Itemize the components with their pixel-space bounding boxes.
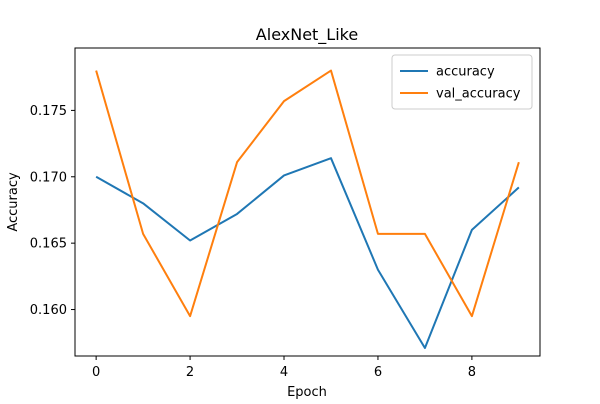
x-tick-label: 2 (186, 365, 194, 380)
y-tick-label: 0.160 (30, 303, 67, 318)
plot-area-frame (74, 47, 541, 357)
legend: accuracy val_accuracy (391, 54, 533, 110)
y-axis: 0.160 0.165 0.170 0.175 (30, 104, 75, 318)
x-axis: 0 2 4 6 8 (92, 356, 476, 380)
y-tick-label: 0.175 (30, 104, 67, 119)
x-tick-label: 8 (468, 365, 476, 380)
x-tick-label: 6 (374, 365, 382, 380)
y-axis-label: Accuracy (6, 172, 21, 232)
x-tick-label: 0 (92, 365, 100, 380)
x-axis-label: Epoch (287, 385, 327, 400)
series-line-val-accuracy (95, 69, 520, 318)
y-tick-label: 0.170 (30, 170, 67, 185)
chart-title: AlexNet_Like (256, 25, 358, 45)
y-tick-label: 0.165 (30, 237, 67, 252)
legend-label-accuracy: accuracy (436, 65, 495, 80)
series-line-accuracy (95, 157, 520, 350)
x-tick-label: 4 (280, 365, 288, 380)
legend-box (391, 54, 533, 110)
series-layer (95, 69, 520, 350)
legend-label-val-accuracy: val_accuracy (436, 87, 521, 102)
